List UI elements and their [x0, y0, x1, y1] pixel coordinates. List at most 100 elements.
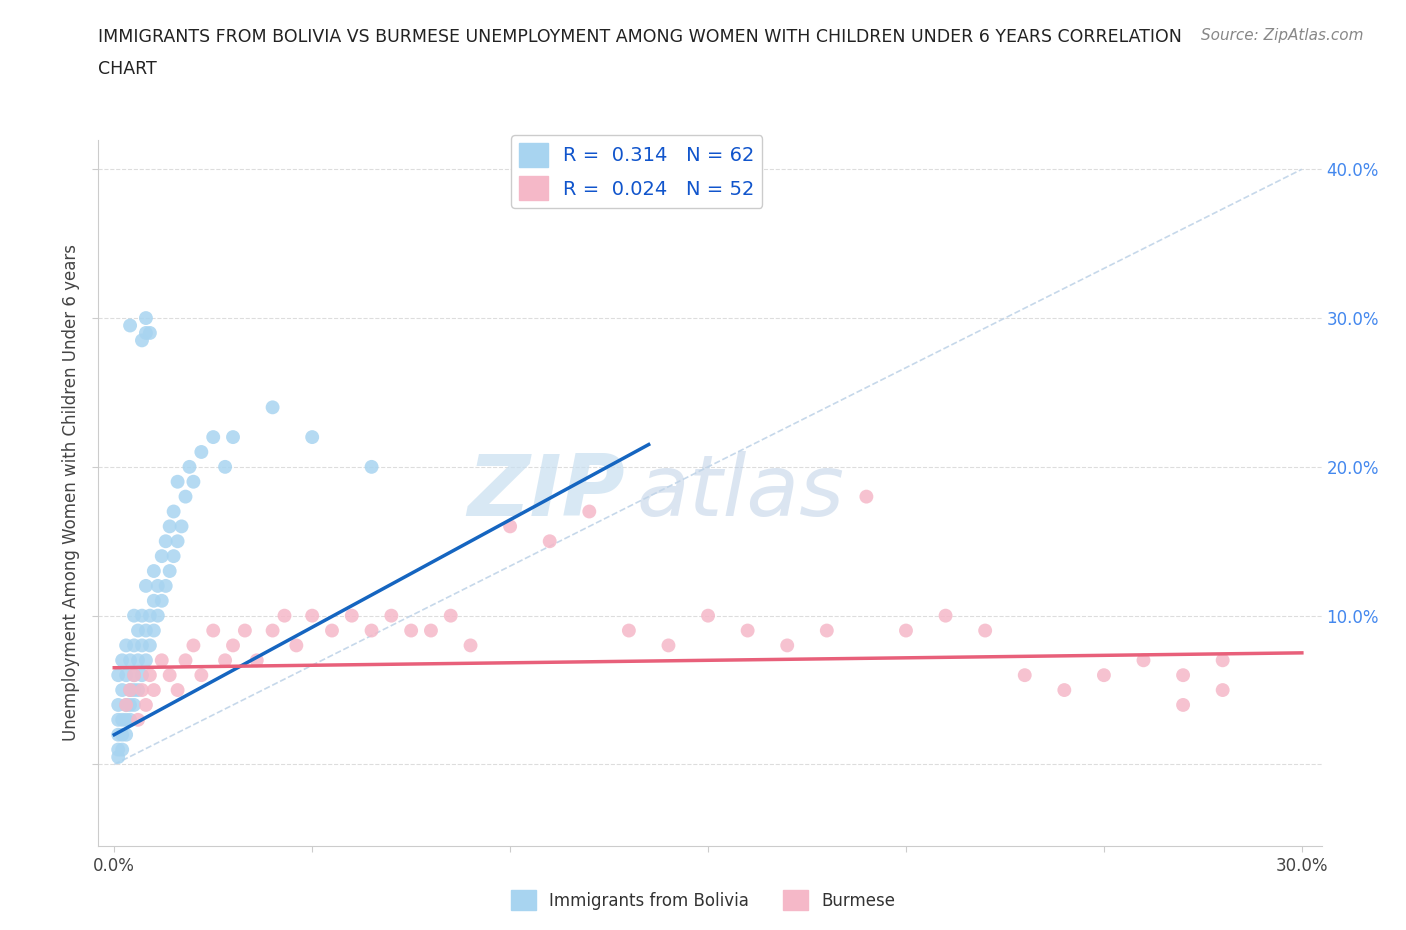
- Point: [131, 638, 153, 653]
- Point: [122, 668, 145, 683]
- Point: [111, 683, 134, 698]
- Text: ZIP: ZIP: [467, 451, 624, 535]
- Point: [440, 608, 463, 623]
- Point: [131, 668, 153, 683]
- Point: [340, 608, 363, 623]
- Point: [183, 638, 205, 653]
- Point: [120, 712, 142, 727]
- Point: [1171, 668, 1194, 683]
- Point: [139, 638, 162, 653]
- Point: [142, 593, 165, 608]
- Text: Source: ZipAtlas.com: Source: ZipAtlas.com: [1201, 28, 1364, 43]
- Point: [697, 608, 720, 623]
- Point: [139, 668, 162, 683]
- Point: [159, 668, 181, 683]
- Point: [135, 311, 157, 325]
- Point: [111, 727, 134, 742]
- Point: [155, 534, 177, 549]
- Point: [202, 623, 225, 638]
- Point: [538, 534, 561, 549]
- Point: [166, 683, 188, 698]
- Point: [1014, 668, 1036, 683]
- Point: [120, 683, 142, 698]
- Point: [150, 653, 173, 668]
- Point: [894, 623, 917, 638]
- Point: [127, 683, 149, 698]
- Point: [159, 519, 181, 534]
- Point: [135, 326, 157, 340]
- Point: [162, 504, 184, 519]
- Point: [321, 623, 343, 638]
- Point: [107, 742, 129, 757]
- Text: CHART: CHART: [98, 60, 157, 78]
- Point: [776, 638, 799, 653]
- Point: [122, 683, 145, 698]
- Point: [420, 623, 443, 638]
- Point: [301, 608, 323, 623]
- Point: [1092, 668, 1115, 683]
- Point: [150, 593, 173, 608]
- Point: [122, 638, 145, 653]
- Text: IMMIGRANTS FROM BOLIVIA VS BURMESE UNEMPLOYMENT AMONG WOMEN WITH CHILDREN UNDER : IMMIGRANTS FROM BOLIVIA VS BURMESE UNEMP…: [98, 28, 1182, 46]
- Point: [262, 400, 284, 415]
- Point: [380, 608, 402, 623]
- Point: [135, 623, 157, 638]
- Point: [183, 474, 205, 489]
- Point: [214, 459, 236, 474]
- Point: [399, 623, 422, 638]
- Point: [120, 318, 142, 333]
- Point: [1171, 698, 1194, 712]
- Point: [159, 564, 181, 578]
- Point: [974, 623, 997, 638]
- Point: [107, 750, 129, 764]
- Point: [120, 653, 142, 668]
- Point: [617, 623, 640, 638]
- Point: [146, 578, 169, 593]
- Point: [122, 608, 145, 623]
- Point: [1132, 653, 1154, 668]
- Point: [115, 668, 138, 683]
- Point: [1212, 683, 1234, 698]
- Point: [737, 623, 759, 638]
- Point: [246, 653, 269, 668]
- Point: [131, 333, 153, 348]
- Y-axis label: Unemployment Among Women with Children Under 6 years: Unemployment Among Women with Children U…: [62, 245, 80, 741]
- Point: [285, 638, 308, 653]
- Point: [360, 459, 382, 474]
- Point: [190, 668, 212, 683]
- Point: [233, 623, 256, 638]
- Point: [150, 549, 173, 564]
- Point: [127, 623, 149, 638]
- Point: [111, 653, 134, 668]
- Point: [115, 698, 138, 712]
- Point: [120, 683, 142, 698]
- Point: [166, 534, 188, 549]
- Point: [122, 698, 145, 712]
- Point: [142, 564, 165, 578]
- Point: [301, 430, 323, 445]
- Point: [1212, 653, 1234, 668]
- Point: [222, 638, 245, 653]
- Point: [174, 653, 197, 668]
- Point: [139, 326, 162, 340]
- Point: [135, 578, 157, 593]
- Point: [107, 668, 129, 683]
- Point: [122, 668, 145, 683]
- Point: [460, 638, 482, 653]
- Point: [120, 698, 142, 712]
- Point: [111, 742, 134, 757]
- Point: [214, 653, 236, 668]
- Point: [139, 608, 162, 623]
- Point: [115, 727, 138, 742]
- Point: [115, 638, 138, 653]
- Point: [111, 712, 134, 727]
- Point: [107, 712, 129, 727]
- Point: [360, 623, 382, 638]
- Point: [142, 683, 165, 698]
- Point: [222, 430, 245, 445]
- Point: [107, 727, 129, 742]
- Point: [855, 489, 877, 504]
- Point: [170, 519, 193, 534]
- Point: [131, 608, 153, 623]
- Point: [202, 430, 225, 445]
